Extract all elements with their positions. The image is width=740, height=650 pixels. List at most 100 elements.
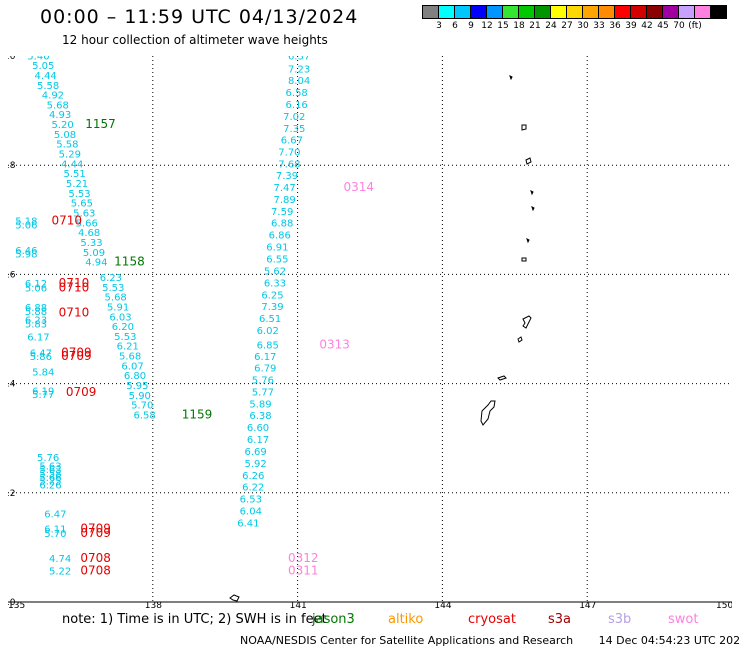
wave-height-label: 6.03 <box>109 312 131 323</box>
pass-time-label: 0708 <box>80 564 111 578</box>
wave-height-label: 6.51 <box>259 314 281 325</box>
colorbar-label: 21 <box>529 21 541 31</box>
legend-cryosat: cryosat <box>468 612 516 627</box>
footer: NOAA/NESDIS Center for Satellite Applica… <box>240 634 740 647</box>
pass-time-label: 0313 <box>319 338 350 352</box>
wave-height-label: 6.16 <box>286 100 308 111</box>
wave-height-label: 5.08 <box>54 130 76 141</box>
note-text: note: 1) Time is in UTC; 2) SWH is in fe… <box>62 612 327 627</box>
colorbar-swatch <box>710 5 727 19</box>
x-tick-label: 144 <box>434 601 451 608</box>
wave-height-label: 6.21 <box>117 342 139 353</box>
colorbar-swatch <box>582 5 599 19</box>
pass-time-label: 0709 <box>80 522 111 536</box>
wave-height-label: 7.68 <box>278 159 300 170</box>
wave-height-label: 5.63 <box>39 461 61 472</box>
wave-height-label: 6.85 <box>257 341 279 352</box>
wave-height-label: 6.12 <box>25 279 47 290</box>
wave-height-label: 5.63 <box>39 465 61 476</box>
wave-height-label: 6.19 <box>32 387 54 398</box>
wave-height-label: 6.20 <box>112 322 134 333</box>
colorbar-label: 18 <box>513 21 525 31</box>
colorbar-swatch <box>534 5 551 19</box>
pass-time-label: 1157 <box>85 117 116 131</box>
wave-height-label: 5.86 <box>30 352 52 363</box>
wave-height-label: 6.47 <box>30 348 52 359</box>
wave-height-label: 5.84 <box>32 367 54 378</box>
wave-height-label: 6.26 <box>242 471 264 482</box>
wave-height-label: 8.04 <box>288 76 310 87</box>
colorbar-swatch <box>502 5 519 19</box>
colorbar-label: 9 <box>468 21 474 31</box>
wave-height-label: 5.89 <box>249 400 271 411</box>
wave-height-label: 6.55 <box>266 254 288 265</box>
wave-height-label: 6.38 <box>249 411 271 422</box>
wave-height-label: 5.92 <box>245 459 267 470</box>
wave-height-label: 6.80 <box>124 371 146 382</box>
wave-height-label: 5.68 <box>105 293 127 304</box>
wave-height-label: 5.68 <box>119 352 141 363</box>
colorbar-label: 36 <box>609 21 621 31</box>
wave-height-colorbar <box>422 5 727 19</box>
wave-height-label: 5.21 <box>66 179 88 190</box>
wave-height-label: 5.63 <box>73 209 95 220</box>
y-tick-label: 18 <box>8 161 16 171</box>
colorbar-label: 39 <box>625 21 637 31</box>
wave-height-label: 5.25 <box>39 477 61 488</box>
pass-time-label: 0710 <box>59 305 90 319</box>
colorbar-swatch <box>422 5 439 19</box>
wave-height-label: 6.33 <box>264 278 286 289</box>
wave-height-label: 5.76 <box>252 376 274 387</box>
wave-height-label: 7.39 <box>276 171 298 182</box>
colorbar-label: 45 <box>657 21 669 31</box>
x-tick-label: 147 <box>579 601 596 608</box>
wave-height-label: 4.94 <box>85 258 107 269</box>
wave-height-label: 6.60 <box>247 423 269 434</box>
wave-height-label: 6.88 <box>25 303 47 314</box>
wave-height-label: 7.35 <box>283 124 305 135</box>
pass-time-label: 0709 <box>61 345 92 359</box>
wave-height-label: 6.07 <box>121 361 143 372</box>
y-tick-label: 12 <box>8 489 15 499</box>
island-outline <box>480 400 496 426</box>
wave-height-label: 7.89 <box>273 195 295 206</box>
wave-height-label: 6.79 <box>254 364 276 375</box>
colorbar-label: 70 <box>673 21 685 31</box>
wave-height-label: 6.17 <box>254 352 276 363</box>
pass-time-label: 0311 <box>288 564 319 578</box>
colorbar-swatch <box>662 5 679 19</box>
pass-time-label: 1159 <box>182 408 213 422</box>
wave-height-label: 5.53 <box>68 189 90 200</box>
island-outline <box>522 315 532 329</box>
wave-height-label: 6.46 <box>15 246 37 257</box>
wave-height-label: 6.58 <box>133 411 155 422</box>
colorbar-label: 24 <box>545 21 557 31</box>
pass-time-label: 0708 <box>80 551 111 565</box>
x-tick-label: 141 <box>290 601 307 608</box>
pass-time-label: 0314 <box>343 180 374 194</box>
wave-height-map[interactable]: 5.405.054.445.584.925.684.935.205.085.58… <box>8 56 732 608</box>
timestamp-text: 14 Dec 04:54:23 UTC 2024 <box>598 634 740 647</box>
legend-swot: swot <box>668 612 699 627</box>
wave-height-label: 5.09 <box>83 248 105 259</box>
wave-height-label: 6.25 <box>261 290 283 301</box>
colorbar-swatch <box>598 5 615 19</box>
wave-height-label: 7.70 <box>278 147 300 158</box>
wave-height-label: 5.58 <box>39 469 61 480</box>
colorbar-swatch <box>694 5 711 19</box>
wave-height-label: 6.23 <box>100 273 122 284</box>
page-subtitle: 12 hour collection of altimeter wave hei… <box>62 33 328 47</box>
island-outline <box>521 257 527 262</box>
colorbar-label: 30 <box>577 21 589 31</box>
colorbar-label: 15 <box>497 21 509 31</box>
wave-height-label: 6.17 <box>247 435 269 446</box>
wave-height-label: 6.37 <box>288 56 310 62</box>
pass-time-label: 0709 <box>61 349 92 363</box>
island-outline <box>526 238 530 244</box>
y-tick-label: 16 <box>8 270 16 280</box>
legend-altiko: altiko <box>388 612 424 627</box>
wave-height-label: 5.06 <box>15 221 37 232</box>
wave-height-label: 6.26 <box>39 480 61 491</box>
y-tick-label: 20 <box>8 56 16 62</box>
wave-height-label: 6.69 <box>245 447 267 458</box>
